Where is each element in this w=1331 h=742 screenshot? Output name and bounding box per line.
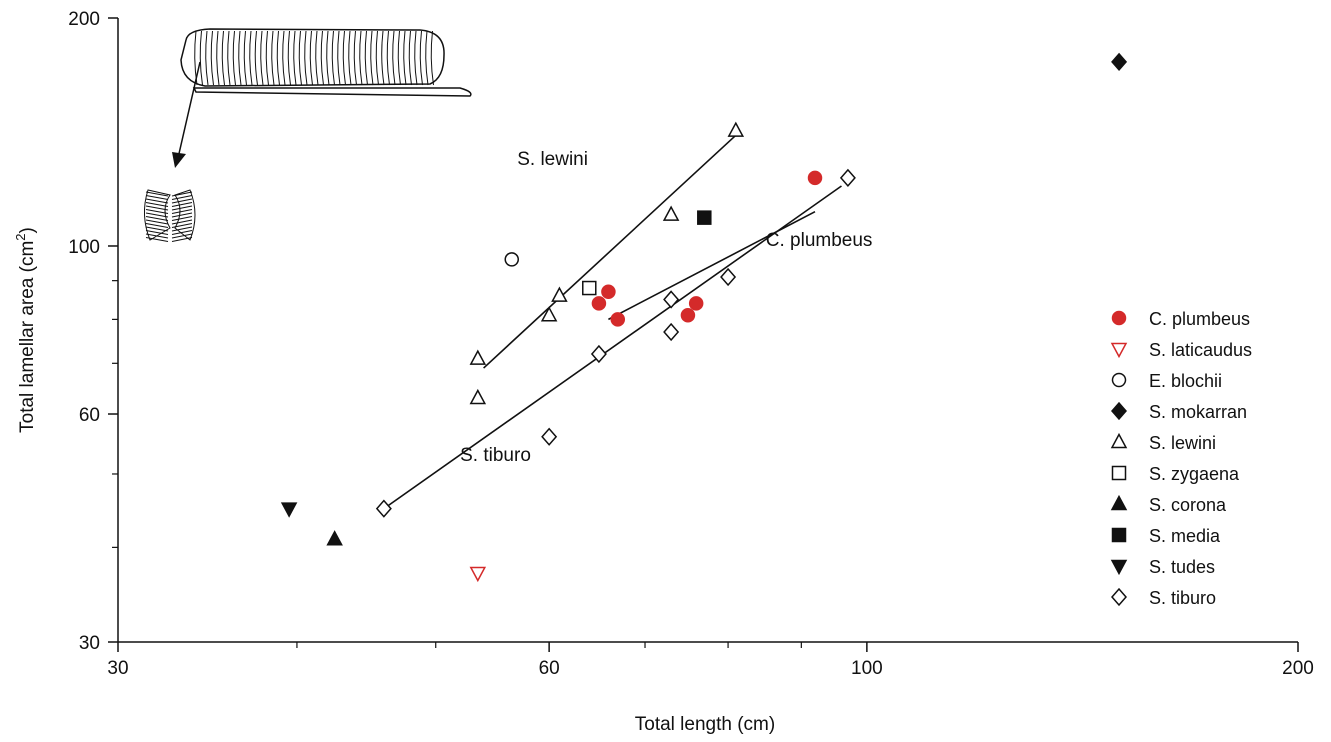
data-point-s-corona	[328, 532, 342, 545]
y-axis-title: Total lamellar area (cm2)	[13, 227, 38, 433]
line-label-s-tiburo: S. tiburo	[460, 445, 531, 466]
line-label-s-lewini: S. lewini	[517, 149, 588, 170]
line-labels: S. lewini C. plumbeus S. tiburo	[460, 149, 872, 466]
axes: 30 60 100 200 30 60 100 200	[68, 9, 1314, 679]
data-point-s-media	[698, 211, 711, 224]
data-point-s-tiburo	[664, 291, 678, 307]
x-tick-label: 200	[1282, 658, 1314, 679]
legend-label-s-media: S. media	[1149, 526, 1221, 546]
line-label-c-plumbeus: C. plumbeus	[766, 230, 873, 251]
x-axis-title: Total length (cm)	[635, 714, 775, 735]
legend-marker-s-tudes	[1112, 561, 1126, 574]
data-point-c-plumbeus	[809, 171, 822, 184]
legend-marker-s-media	[1113, 529, 1126, 542]
data-point-c-plumbeus	[690, 297, 703, 310]
gill-filament-illustration	[144, 29, 470, 242]
legend-marker-e-blochii	[1113, 374, 1126, 387]
legend-marker-s-corona	[1112, 497, 1126, 510]
data-point-s-zygaena	[583, 282, 596, 295]
data-point-s-tudes	[282, 503, 296, 516]
data-point-s-lewini	[471, 390, 485, 403]
legend-marker-c-plumbeus	[1113, 312, 1126, 325]
legend-marker-s-zygaena	[1113, 467, 1126, 480]
legend-marker-s-lewini	[1112, 435, 1126, 448]
data-point-s-lewini	[664, 207, 678, 220]
data-point-s-lewini	[471, 351, 485, 364]
legend-marker-s-tiburo	[1112, 589, 1126, 605]
x-tick-label: 100	[851, 658, 883, 679]
data-point-c-plumbeus	[602, 285, 615, 298]
y-tick-label: 200	[68, 9, 100, 30]
legend: C. plumbeus S. laticaudus E. blochii S. mok…	[1112, 309, 1252, 608]
legend-label-s-tiburo: S. tiburo	[1149, 588, 1216, 608]
legend-label-s-mokarran: S. mokarran	[1149, 402, 1247, 422]
x-tick-label: 60	[539, 658, 560, 679]
legend-label-c-plumbeus: C. plumbeus	[1149, 309, 1250, 329]
legend-label-s-lewini: S. lewini	[1149, 433, 1216, 453]
data-point-s-tiburo	[664, 324, 678, 340]
data-point-s-mokarran	[1112, 54, 1126, 70]
data-point-c-plumbeus	[592, 297, 605, 310]
regression-line-s-lewini	[484, 135, 736, 368]
data-points	[282, 54, 1126, 581]
y-tick-label: 60	[79, 405, 100, 426]
legend-label-e-blochii: E. blochii	[1149, 371, 1222, 391]
legend-label-s-corona: S. corona	[1149, 495, 1227, 515]
data-point-s-tiburo	[721, 269, 735, 285]
data-point-s-lewini	[542, 308, 556, 321]
data-point-s-lewini	[729, 123, 743, 136]
data-point-s-tiburo	[542, 429, 556, 445]
data-point-s-tiburo	[841, 170, 855, 186]
legend-marker-s-mokarran	[1112, 403, 1126, 419]
y-tick-label: 30	[79, 633, 100, 654]
x-tick-label: 30	[107, 658, 128, 679]
data-point-c-plumbeus	[611, 313, 624, 326]
legend-label-s-laticaudus: S. laticaudus	[1149, 340, 1252, 360]
data-point-s-laticaudus	[471, 568, 485, 581]
legend-label-s-zygaena: S. zygaena	[1149, 464, 1240, 484]
data-point-e-blochii	[505, 253, 518, 266]
legend-marker-s-laticaudus	[1112, 344, 1126, 357]
data-point-s-tiburo	[377, 501, 391, 517]
data-point-c-plumbeus	[681, 309, 694, 322]
regression-line-c-plumbeus	[608, 212, 815, 320]
legend-label-s-tudes: S. tudes	[1149, 557, 1215, 577]
y-tick-label: 100	[68, 237, 100, 258]
